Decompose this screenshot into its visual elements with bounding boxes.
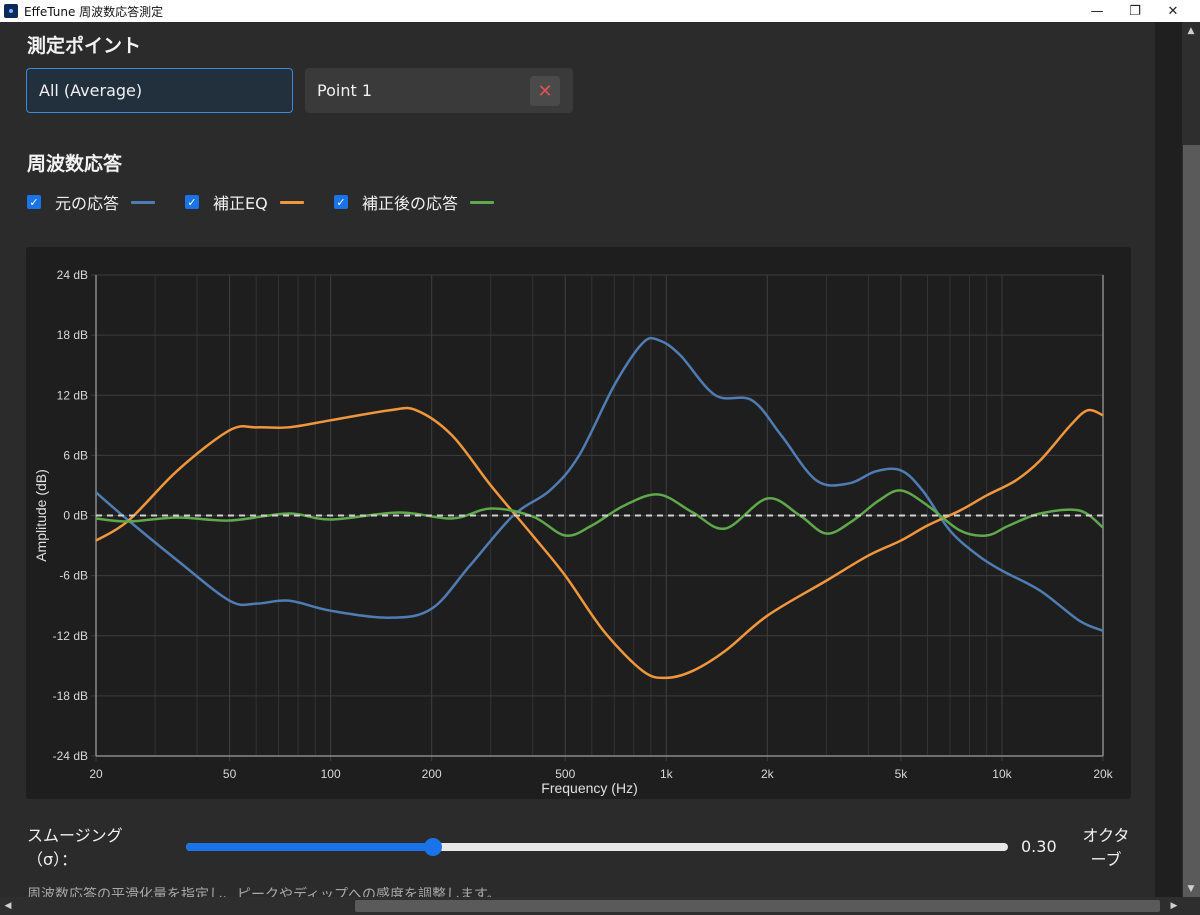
series-corrected-response xyxy=(95,489,1104,538)
window-title: EffeTune 周波数応答測定 xyxy=(24,4,164,19)
x-axis-title: Frequency (Hz) xyxy=(541,780,637,796)
vertical-scrollbar-thumb[interactable] xyxy=(1183,145,1200,897)
delete-point-button[interactable]: ✕ xyxy=(530,76,560,106)
x-tick-label: 50 xyxy=(223,767,237,781)
y-tick-label: -18 dB xyxy=(53,689,88,703)
smoothing-label: スムージング （σ）： xyxy=(27,824,123,872)
points-section-title: 測定ポイント xyxy=(27,35,142,57)
slider-thumb[interactable] xyxy=(423,838,442,856)
content-gutter xyxy=(1155,22,1182,897)
app-icon xyxy=(4,4,18,18)
point-tab-label: All (Average) xyxy=(39,81,143,100)
scroll-left-icon[interactable]: ◀ xyxy=(4,901,12,911)
smoothing-label-line1: スムージング xyxy=(27,826,123,845)
y-tick-label: 18 dB xyxy=(57,328,88,342)
series-original-response xyxy=(95,336,1104,632)
close-window-button[interactable]: ✕ xyxy=(1167,3,1179,19)
legend-label: 元の応答 xyxy=(55,194,120,213)
legend-original-response[interactable]: ✓ 元の応答 xyxy=(27,190,156,214)
main-content: 測定ポイント All (Average) Point 1 ✕ 周波数応答 ✓ 元… xyxy=(0,22,1155,897)
x-tick-label: 20k xyxy=(1093,767,1113,781)
legend-label: 補正EQ xyxy=(213,194,268,213)
chart-svg: -24 dB -18 dB -12 dB -6 dB 0 dB 6 dB 12 dB 18 d… xyxy=(33,268,1114,796)
x-tick-label: 1k xyxy=(660,767,674,781)
horizontal-scrollbar-thumb[interactable] xyxy=(355,900,1160,912)
legend-line-swatch xyxy=(131,200,156,204)
checkbox-corrected-response[interactable]: ✓ xyxy=(334,195,348,209)
restore-button[interactable]: ❐ xyxy=(1129,3,1141,19)
smoothing-help-text: 周波数応答の平滑化量を指定し、ピークやディップへの感度を調整します。 xyxy=(27,887,501,897)
frequency-response-chart: -24 dB -18 dB -12 dB -6 dB 0 dB 6 dB 12 dB 18 d… xyxy=(26,247,1131,799)
x-tick-label: 5k xyxy=(895,767,909,781)
close-icon: ✕ xyxy=(537,80,553,102)
checkbox-original-response[interactable]: ✓ xyxy=(27,195,41,209)
legend-corrected-response[interactable]: ✓ 補正後の応答 xyxy=(334,190,495,214)
x-tick-label: 200 xyxy=(422,767,442,781)
smoothing-label-line2: （σ）： xyxy=(27,850,78,869)
legend-line-swatch xyxy=(279,200,304,204)
legend-line-swatch xyxy=(470,200,495,204)
smoothing-unit: オクタ ーブ xyxy=(1076,824,1136,872)
y-tick-label: 12 dB xyxy=(57,388,88,402)
y-tick-label: -12 dB xyxy=(53,629,88,643)
point-tab-all-average[interactable]: All (Average) xyxy=(26,68,293,113)
point-tab-label: Point 1 xyxy=(317,81,372,100)
smoothing-unit-line2: ーブ xyxy=(1090,850,1122,869)
y-tick-label: -24 dB xyxy=(53,749,88,763)
response-section-title: 周波数応答 xyxy=(27,153,123,175)
title-bar: EffeTune 周波数応答測定 — ❐ ✕ xyxy=(0,0,1200,22)
x-tick-label: 20 xyxy=(89,767,103,781)
scroll-up-icon[interactable]: ▲ xyxy=(1187,26,1195,36)
y-axis-title: Amplitude (dB) xyxy=(33,469,49,562)
x-tick-label: 2k xyxy=(761,767,775,781)
legend-correction-eq[interactable]: ✓ 補正EQ xyxy=(185,190,304,214)
y-tick-label: 6 dB xyxy=(63,448,88,462)
smoothing-unit-line1: オクタ xyxy=(1082,826,1130,845)
y-tick-label: 24 dB xyxy=(57,268,88,282)
minimize-button[interactable]: — xyxy=(1090,3,1104,19)
x-tick-label: 10k xyxy=(992,767,1012,781)
slider-fill xyxy=(186,843,433,851)
scroll-down-icon[interactable]: ▼ xyxy=(1187,883,1195,894)
x-tick-label: 500 xyxy=(555,767,575,781)
point-tab-point-1[interactable]: Point 1 xyxy=(305,68,573,113)
slider-track[interactable] xyxy=(186,843,1008,851)
y-tick-label: 0 dB xyxy=(63,509,88,523)
y-tick-label: -6 dB xyxy=(59,569,88,583)
scroll-right-icon[interactable]: ▶ xyxy=(1170,901,1178,911)
series-correction-eq xyxy=(95,406,1104,680)
legend-label: 補正後の応答 xyxy=(362,194,459,213)
smoothing-value: 0.30 xyxy=(1021,837,1057,856)
x-tick-label: 100 xyxy=(321,767,341,781)
checkbox-correction-eq[interactable]: ✓ xyxy=(185,195,199,209)
smoothing-slider[interactable] xyxy=(186,838,1008,856)
